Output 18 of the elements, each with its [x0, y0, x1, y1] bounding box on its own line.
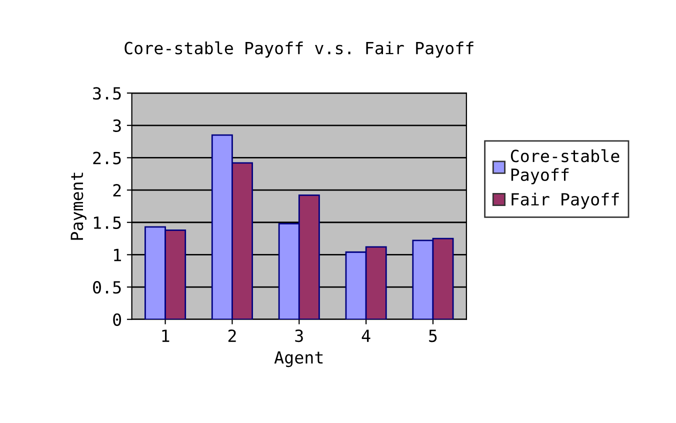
y-tick-label: 2.5	[93, 152, 121, 164]
y-tick-label: 1.5	[94, 216, 121, 229]
x-tick-label: 5	[429, 330, 437, 342]
y-tick-label: 0	[113, 313, 122, 326]
x-axis-title: Agent	[274, 351, 323, 368]
y-tick-label: 2	[113, 184, 121, 196]
y-axis-title: Payment	[70, 172, 86, 240]
y-tick-label: 3	[113, 119, 121, 132]
y-tick-label: 3.5	[93, 87, 121, 100]
x-tick-label: 4	[362, 330, 370, 342]
x-tick-label: 2	[228, 329, 236, 342]
y-tick-label: 1	[114, 248, 121, 262]
legend-label: Core-stable Payoff	[510, 149, 620, 184]
legend-label: Fair Payoff	[512, 192, 619, 209]
x-tick-label: 3	[295, 329, 303, 342]
y-tick-label: 0.5	[93, 281, 121, 294]
chart-title: Core-stable Payoff v.s. Fair Payoff	[124, 41, 474, 58]
x-tick-label: 1	[162, 330, 170, 342]
